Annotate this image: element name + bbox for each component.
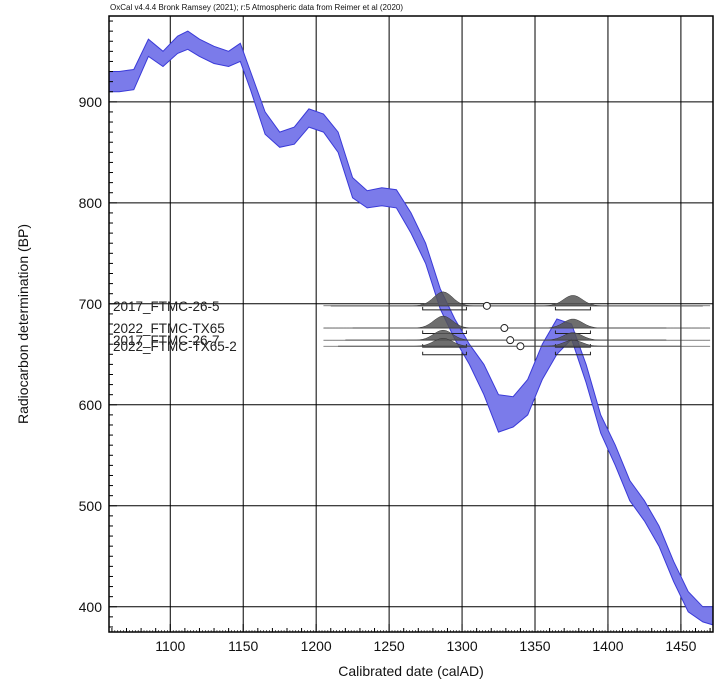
y-tick-label: 700 (79, 296, 103, 312)
y-tick-label: 500 (79, 498, 103, 514)
y-tick-label: 900 (79, 94, 103, 110)
mean-marker (506, 336, 515, 345)
x-axis-ticks: 1100 1150 1200 1250 1300 1350 1400 1450 (111, 624, 711, 654)
mean-marker (500, 324, 509, 333)
y-tick-label: 800 (79, 195, 103, 211)
probability-distribution (322, 329, 711, 341)
x-tick-label: 1350 (519, 638, 550, 654)
mean-marker (482, 301, 491, 310)
x-axis-title: Calibrated date (calAD) (338, 663, 484, 679)
sample-label: 2017_FTMC-26-5 (113, 299, 220, 314)
mean-marker (516, 342, 525, 351)
chart-credit: OxCal v4.4.4 Bronk Ramsey (2021); r:5 At… (110, 3, 403, 12)
sample-1: 2022_FTMC-TX65 (113, 315, 711, 336)
range-bracket (554, 351, 591, 356)
sample-label: 2022_FTMC-TX65-2 (113, 339, 237, 354)
x-tick-label: 1200 (301, 638, 332, 654)
x-tick-label: 1300 (446, 638, 477, 654)
range-bracket (422, 306, 467, 311)
grid-lines (109, 16, 713, 632)
x-tick-label: 1100 (155, 638, 185, 654)
sample-label: 2017_FTMC-26-7 (113, 333, 220, 348)
y-axis-title: Radiocarbon determination (BP) (15, 224, 31, 424)
y-tick-label: 600 (79, 397, 103, 413)
y-tick-label: 400 (79, 599, 103, 615)
y-axis-ticks: 400 500 600 700 800 900 (79, 20, 117, 628)
x-tick-label: 1400 (592, 638, 623, 654)
x-tick-label: 1150 (228, 638, 258, 654)
range-bracket (554, 306, 591, 311)
range-bracket (422, 351, 467, 356)
sample-0: 2017_FTMC-26-5 (113, 291, 711, 314)
sample-distributions: 2017_FTMC-26-5 2022_FTMC-TX652017_FTMC-26… (113, 291, 711, 356)
probability-distribution (322, 315, 711, 329)
x-tick-label: 1250 (374, 638, 405, 654)
sample-label: 2022_FTMC-TX65 (113, 321, 225, 336)
x-tick-label: 1450 (665, 638, 696, 654)
sample-3: 2022_FTMC-TX65-2 (113, 337, 711, 356)
